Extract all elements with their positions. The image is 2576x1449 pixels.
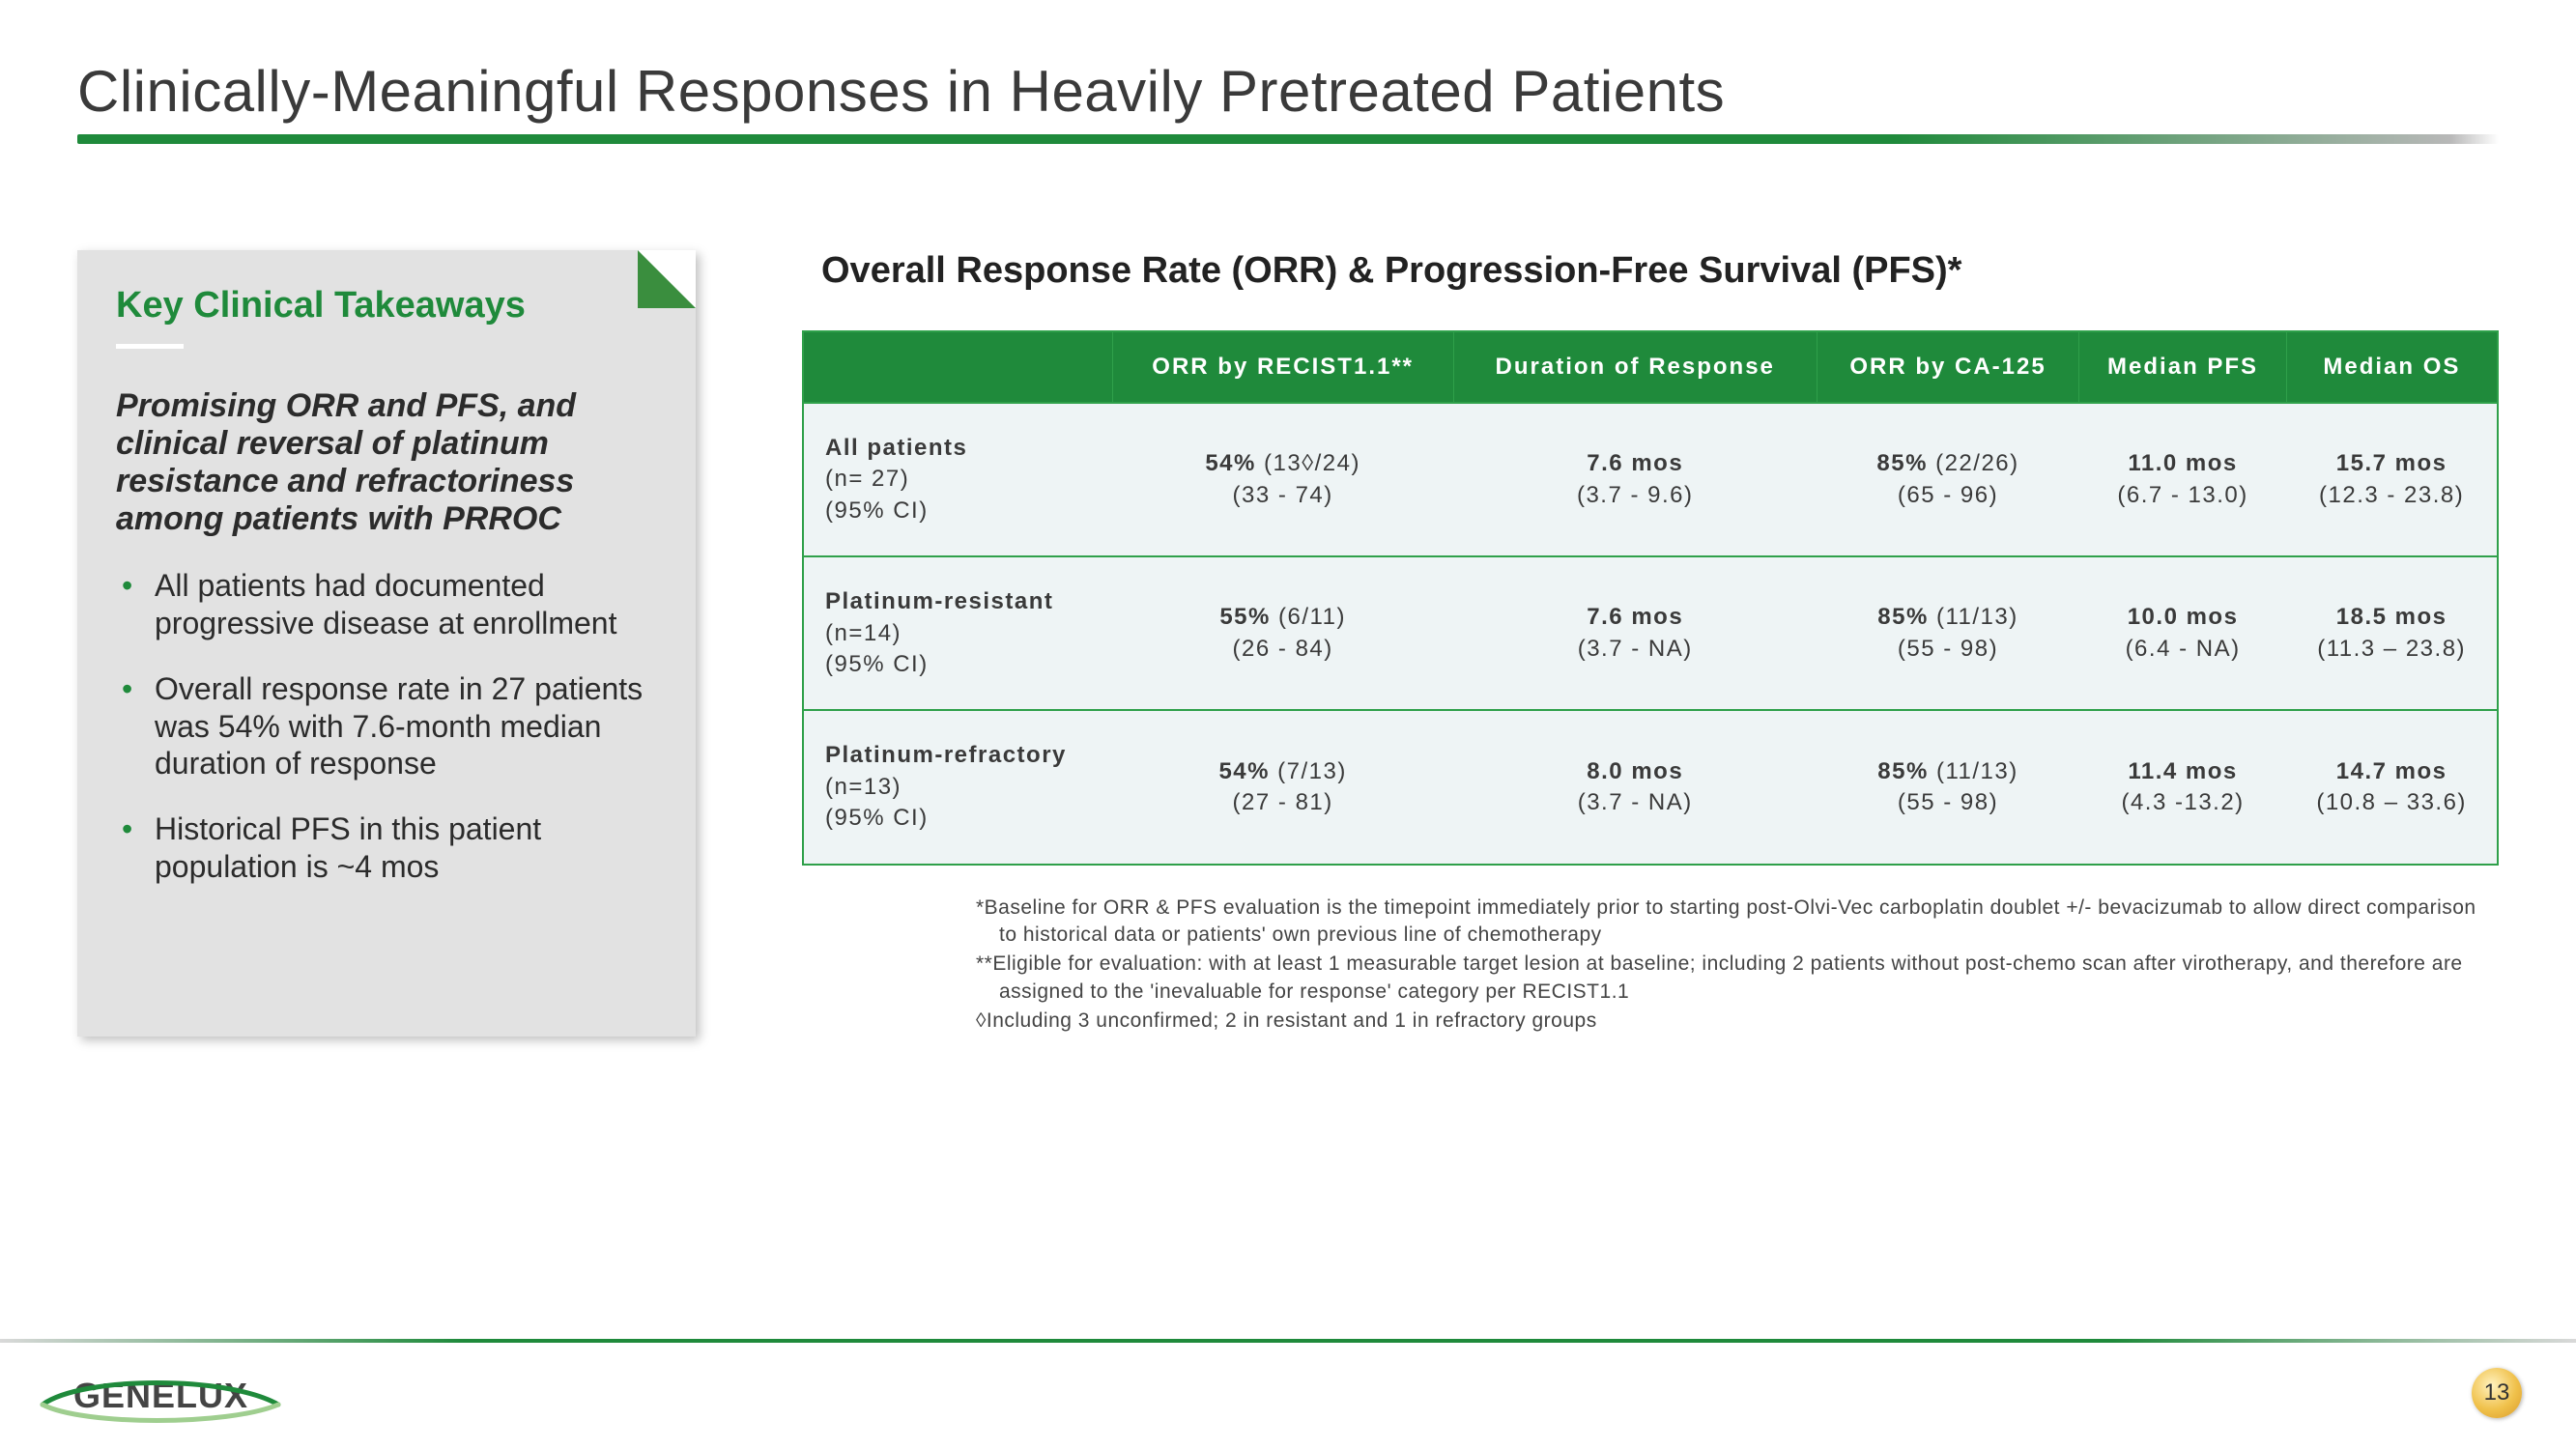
data-cell: 85% (22/26)(65 - 96) xyxy=(1817,403,2079,556)
col-header: Median OS xyxy=(2286,331,2498,403)
takeaways-card: Key Clinical Takeaways Promising ORR and… xyxy=(77,250,696,1037)
data-cell: 85% (11/13)(55 - 98) xyxy=(1817,556,2079,710)
slide-title: Clinically-Meaningful Responses in Heavi… xyxy=(77,58,2499,125)
data-cell: 18.5 mos(11.3 – 23.8) xyxy=(2286,556,2498,710)
data-cell: 11.4 mos(4.3 -13.2) xyxy=(2079,710,2286,864)
footnotes: *Baseline for ORR & PFS evaluation is th… xyxy=(976,895,2499,1036)
takeaways-heading: Key Clinical Takeaways xyxy=(116,285,657,327)
data-cell: 10.0 mos(6.4 - NA) xyxy=(2079,556,2286,710)
data-cell: 85% (11/13)(55 - 98) xyxy=(1817,710,2079,864)
col-header: ORR by RECIST1.1** xyxy=(1112,331,1453,403)
data-cell: 7.6 mos(3.7 - NA) xyxy=(1453,556,1817,710)
data-cell: 8.0 mos(3.7 - NA) xyxy=(1453,710,1817,864)
footer-divider xyxy=(0,1339,2576,1343)
col-header xyxy=(803,331,1112,403)
table-row: All patients(n= 27)(95% CI)54% (13◊/24)(… xyxy=(803,403,2498,556)
data-cell: 54% (13◊/24)(33 - 74) xyxy=(1112,403,1453,556)
title-underline xyxy=(77,134,2499,144)
page-number: 13 xyxy=(2484,1379,2510,1406)
logo-swoosh-icon xyxy=(35,1370,286,1424)
data-cell: 15.7 mos(12.3 - 23.8) xyxy=(2286,403,2498,556)
footnote: **Eligible for evaluation: with at least… xyxy=(976,951,2499,1006)
content-row: Key Clinical Takeaways Promising ORR and… xyxy=(77,250,2499,1037)
takeaways-list: All patients had documented progressive … xyxy=(116,567,657,885)
table-header: ORR by RECIST1.1** Duration of Response … xyxy=(803,331,2498,403)
takeaways-bullet: Overall response rate in 27 patients was… xyxy=(116,670,657,781)
data-cell: 55% (6/11)(26 - 84) xyxy=(1112,556,1453,710)
table-row: Platinum-refractory(n=13)(95% CI)54% (7/… xyxy=(803,710,2498,864)
slide: Clinically-Meaningful Responses in Heavi… xyxy=(0,0,2576,1449)
footnote: *Baseline for ORR & PFS evaluation is th… xyxy=(976,895,2499,950)
takeaways-lead: Promising ORR and PFS, and clinical reve… xyxy=(116,387,657,538)
table-row: Platinum-resistant(n=14)(95% CI)55% (6/1… xyxy=(803,556,2498,710)
card-fold-icon xyxy=(638,250,696,308)
takeaways-bullet: All patients had documented progressive … xyxy=(116,567,657,641)
col-header: Median PFS xyxy=(2079,331,2286,403)
data-cell: 14.7 mos(10.8 – 33.6) xyxy=(2286,710,2498,864)
table-body: All patients(n= 27)(95% CI)54% (13◊/24)(… xyxy=(803,403,2498,865)
card-divider xyxy=(116,344,184,349)
footnote: ◊Including 3 unconfirmed; 2 in resistant… xyxy=(976,1008,2499,1035)
row-label-cell: All patients(n= 27)(95% CI) xyxy=(803,403,1112,556)
genelux-logo: GENELUX xyxy=(48,1376,248,1416)
data-table: ORR by RECIST1.1** Duration of Response … xyxy=(802,330,2499,866)
takeaways-bullet: Historical PFS in this patient populatio… xyxy=(116,810,657,885)
data-cell: 11.0 mos(6.7 - 13.0) xyxy=(2079,403,2286,556)
page-number-badge: 13 xyxy=(2472,1368,2522,1418)
row-label-cell: Platinum-resistant(n=14)(95% CI) xyxy=(803,556,1112,710)
data-cell: 54% (7/13)(27 - 81) xyxy=(1112,710,1453,864)
row-label-cell: Platinum-refractory(n=13)(95% CI) xyxy=(803,710,1112,864)
table-title: Overall Response Rate (ORR) & Progressio… xyxy=(821,250,2499,292)
data-cell: 7.6 mos(3.7 - 9.6) xyxy=(1453,403,1817,556)
right-panel: Overall Response Rate (ORR) & Progressio… xyxy=(802,250,2499,1037)
col-header: ORR by CA-125 xyxy=(1817,331,2079,403)
col-header: Duration of Response xyxy=(1453,331,1817,403)
